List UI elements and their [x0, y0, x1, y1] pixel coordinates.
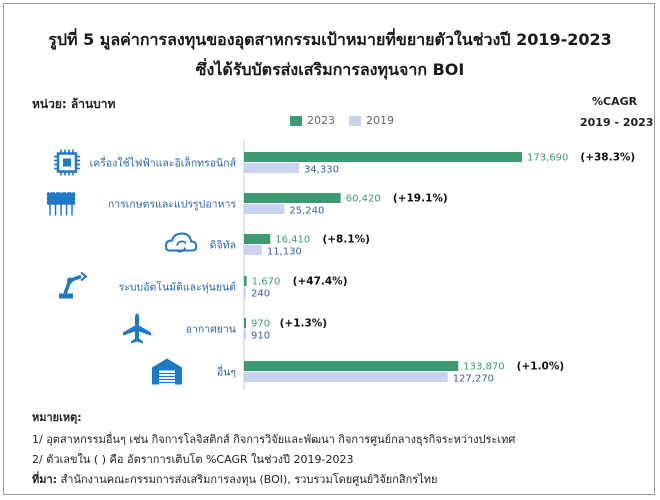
bar-2019-0: [244, 163, 299, 173]
robot-arm-icon: [59, 271, 88, 299]
value-label-2023-3: 1,670: [252, 277, 281, 288]
bar-2019-1: [244, 204, 285, 214]
bar-2023-4: [244, 318, 246, 328]
legend-item-2023: 2023: [290, 114, 335, 127]
legend-label-2023: 2023: [307, 114, 335, 127]
legend-swatch-2019: [349, 115, 361, 126]
legend-label-2019: 2019: [366, 114, 394, 127]
category-label-2: ดิจิทัล: [210, 240, 236, 252]
cagr-period: 2019 - 2023: [580, 116, 654, 129]
category-label-5: อื่นๆ: [217, 365, 236, 379]
category-label-3: ระบบอัตโนมัติและหุ่นยนต์: [119, 281, 237, 294]
chart-subtitle: ซึ่งได้รับบัตรส่งเสริมการลงทุนจาก BOI: [195, 60, 465, 79]
value-label-2019-0: 34,330: [304, 165, 339, 176]
legend: 2023 2019: [290, 114, 408, 127]
bar-2023-3: [244, 276, 247, 286]
bar-2023-0: [244, 152, 522, 162]
bar-2023-5: [244, 361, 459, 371]
cagr-label-5: (+1.0%): [517, 361, 565, 373]
cagr-header: %CAGR: [592, 95, 638, 108]
bar-2023-1: [244, 193, 341, 203]
value-label-2019-2: 11,130: [267, 247, 302, 258]
value-label-2023-0: 173,690: [527, 153, 568, 164]
cagr-label-0: (+38.3%): [580, 152, 635, 164]
bar-2019-5: [244, 372, 448, 382]
value-label-2019-5: 127,270: [453, 374, 494, 385]
bar-2023-2: [244, 234, 271, 244]
unit-label: หน่วย: ล้านบาท: [32, 97, 116, 111]
cagr-label-1: (+19.1%): [393, 193, 448, 205]
value-label-2023-1: 60,420: [346, 194, 381, 205]
value-label-2023-5: 133,870: [463, 362, 504, 373]
cagr-label-4: (+1.3%): [280, 318, 328, 330]
note-1: 1/ อุตสาหกรรมอื่นๆ เช่น กิจการโลจิสติกส์…: [32, 433, 516, 446]
source-note: ที่มา: สำนักงานคณะกรรมการส่งเสริมการลงทุ…: [32, 470, 437, 488]
airplane-icon: [123, 313, 151, 344]
wheat-icon: [46, 192, 76, 216]
note-2: 2/ ตัวเลขใน ( ) คือ อัตราการเติบโต %CAGR…: [32, 453, 354, 466]
value-label-2023-4: 970: [251, 319, 270, 330]
bar-2019-2: [244, 245, 262, 255]
cagr-label-2: (+8.1%): [322, 234, 370, 246]
bar-2019-3: [244, 287, 246, 297]
cagr-label-3: (+47.4%): [293, 276, 348, 288]
category-label-4: อากาศยาน: [186, 324, 236, 336]
category-label-1: การเกษตรและแปรรูปอาหาร: [108, 199, 236, 211]
source-text: สำนักงานคณะกรรมการส่งเสริมการลงทุน (BOI)…: [57, 473, 438, 486]
figure-frame: [3, 3, 655, 495]
category-label-0: เครื่องใช้ไฟฟ้าและอิเล็กทรอนิกส์: [90, 156, 237, 170]
notes-heading: หมายเหตุ:: [32, 411, 82, 424]
source-label: ที่มา:: [32, 473, 58, 486]
cloud-sync-icon: [164, 232, 198, 253]
bar-2019-4: [244, 329, 246, 339]
value-label-2019-4: 910: [251, 331, 270, 342]
value-label-2019-1: 25,240: [289, 206, 324, 217]
warehouse-icon: [152, 358, 182, 385]
chip-icon: [54, 149, 80, 176]
chart-title: รูปที่ 5 มูลค่าการลงทุนของอุตสาหกรรมเป้า…: [48, 30, 612, 49]
legend-swatch-2023: [290, 115, 302, 126]
value-label-2023-2: 16,410: [275, 235, 310, 246]
legend-item-2019: 2019: [349, 114, 394, 127]
value-label-2019-3: 240: [251, 289, 270, 300]
